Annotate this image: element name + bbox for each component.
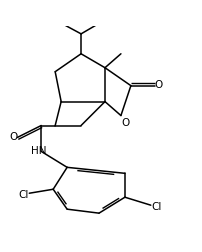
Text: O: O bbox=[9, 132, 17, 142]
Text: O: O bbox=[122, 117, 130, 127]
Text: HN: HN bbox=[32, 146, 47, 156]
Text: Cl: Cl bbox=[152, 201, 162, 211]
Text: O: O bbox=[155, 79, 163, 89]
Text: Cl: Cl bbox=[18, 190, 28, 199]
